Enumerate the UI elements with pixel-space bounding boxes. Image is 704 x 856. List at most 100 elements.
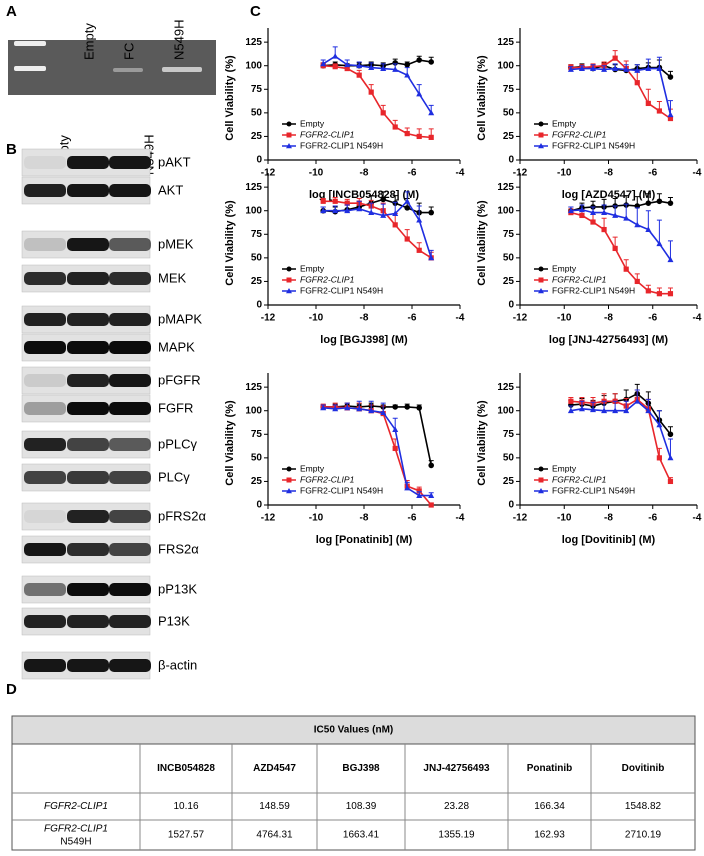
y-tick-label: 25 xyxy=(503,276,515,287)
y-tick-label: 50 xyxy=(503,252,515,263)
table-value: 1355.19 xyxy=(438,830,475,841)
data-point xyxy=(428,462,435,469)
data-point xyxy=(380,65,387,71)
data-point xyxy=(645,226,652,232)
data-point xyxy=(578,206,585,213)
data-point xyxy=(667,256,674,263)
x-tick-label: -6 xyxy=(648,513,657,524)
data-point xyxy=(634,278,640,285)
table-value: 2710.19 xyxy=(625,830,662,841)
legend-marker xyxy=(538,466,544,472)
data-point xyxy=(623,266,629,272)
data-point xyxy=(356,72,362,78)
data-point xyxy=(601,407,608,414)
blot-band xyxy=(24,184,66,197)
data-point xyxy=(645,200,652,206)
data-point xyxy=(368,64,375,70)
blot-band xyxy=(109,272,151,285)
legend-marker xyxy=(286,277,292,283)
y-tick-label: 125 xyxy=(245,182,262,193)
y-tick-label: 0 xyxy=(508,300,514,311)
y-tick-label: 50 xyxy=(503,452,515,463)
legend-marker xyxy=(286,266,292,272)
x-tick-label: -6 xyxy=(648,168,657,179)
blot-band xyxy=(67,313,109,326)
legend-label: FGFR2-CLIP1 N549H xyxy=(552,140,635,150)
legend-label: Empty xyxy=(300,118,325,128)
blot-band xyxy=(67,374,109,387)
series-line xyxy=(570,392,672,435)
data-point xyxy=(392,210,399,216)
blot-band xyxy=(109,374,151,387)
y-tick-label: 100 xyxy=(245,205,262,216)
blot-band xyxy=(67,341,109,354)
blot-band xyxy=(24,543,66,556)
x-tick-label: -8 xyxy=(604,313,613,324)
data-point xyxy=(428,109,435,116)
data-point xyxy=(645,65,652,71)
blot-band xyxy=(24,272,66,285)
series-line xyxy=(570,67,672,115)
panel-label: B xyxy=(6,141,17,158)
data-point xyxy=(601,66,608,72)
data-point xyxy=(601,209,608,215)
legend-label: FGFR2-CLIP1 xyxy=(552,129,607,139)
y-tick-label: 75 xyxy=(251,84,263,95)
data-point xyxy=(428,209,435,216)
data-point xyxy=(404,484,411,491)
data-point xyxy=(634,80,640,86)
data-point xyxy=(332,64,338,70)
x-tick-label: -4 xyxy=(456,513,465,524)
y-tick-label: 75 xyxy=(503,84,515,95)
row-label: FGFR2-CLIP1 xyxy=(44,801,108,812)
series-line xyxy=(323,64,432,139)
data-point xyxy=(623,66,630,72)
blot-band xyxy=(24,438,66,451)
blot-band xyxy=(67,510,109,523)
y-tick-label: 100 xyxy=(245,60,262,71)
table-title: IC50 Values (nM) xyxy=(314,725,393,736)
legend-label: FGFR2-CLIP1 N549H xyxy=(552,485,635,495)
panel-label: D xyxy=(6,681,17,698)
table-value: 1548.82 xyxy=(625,801,662,812)
legend-label: Empty xyxy=(300,463,325,473)
column-header: AZD4547 xyxy=(253,763,296,774)
data-point xyxy=(667,478,674,485)
data-point xyxy=(392,404,399,410)
data-point xyxy=(656,108,662,114)
blot-band xyxy=(24,374,66,387)
blot-band xyxy=(109,471,151,484)
y-tick-label: 25 xyxy=(503,476,515,487)
x-tick-label: -6 xyxy=(408,168,417,179)
blot-band xyxy=(24,583,66,596)
table-value: 4764.31 xyxy=(256,830,293,841)
data-point xyxy=(404,198,411,204)
legend-marker xyxy=(538,288,544,294)
data-point xyxy=(590,209,597,215)
legend-marker xyxy=(538,143,544,149)
data-point xyxy=(623,407,630,414)
y-tick-label: 75 xyxy=(503,429,515,440)
ic50-table: IC50 Values (nM) INCB054828 AZD4547 BGJ398 J… xyxy=(11,715,696,851)
y-tick-label: 75 xyxy=(503,229,515,240)
legend-marker xyxy=(286,143,292,149)
legend-label: Empty xyxy=(552,463,577,473)
data-point xyxy=(404,61,411,68)
data-point xyxy=(645,288,651,294)
x-axis-label: log [JNJ-42756493] (M) xyxy=(549,334,669,346)
x-tick-label: -10 xyxy=(557,313,572,324)
y-tick-label: 0 xyxy=(508,155,514,166)
legend-label: FGFR2-CLIP1 xyxy=(552,274,607,284)
row-label: FGFR2-CLIP1 xyxy=(44,824,108,835)
series-line xyxy=(323,59,432,67)
data-point xyxy=(356,405,363,412)
data-point xyxy=(667,454,674,461)
data-point xyxy=(623,215,630,221)
x-tick-label: -8 xyxy=(604,168,613,179)
protein-label: MEK xyxy=(158,270,187,285)
data-point xyxy=(428,134,434,140)
lane-label: FC xyxy=(121,43,136,60)
data-point xyxy=(656,421,663,428)
series-line xyxy=(323,405,432,466)
data-point xyxy=(332,207,339,214)
